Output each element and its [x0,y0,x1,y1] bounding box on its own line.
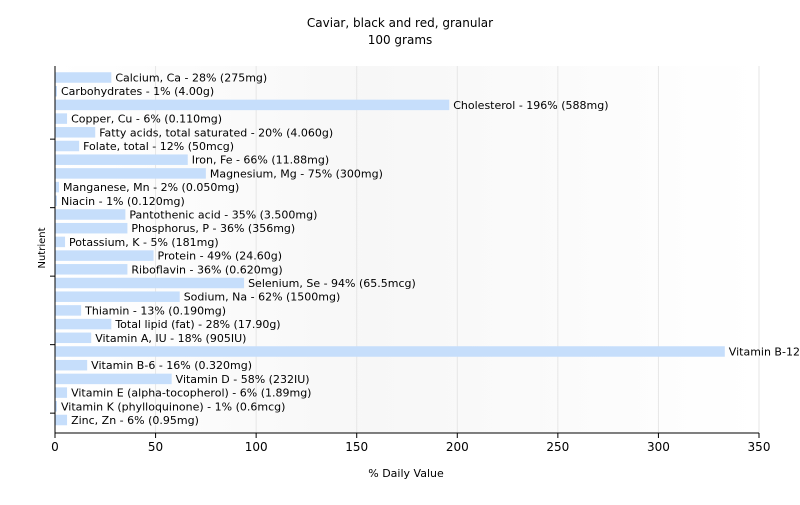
bar-label: Selenium, Se - 94% (65.5mcg) [248,277,416,290]
bar-label: Zinc, Zn - 6% (0.95mg) [71,414,199,427]
bar [55,359,88,371]
bar-label: Carbohydrates - 1% (4.00g) [61,85,214,98]
plot-background [55,66,759,433]
x-tick-label: 100 [245,440,268,454]
bar [55,222,128,234]
bar-label: Vitamin A, IU - 18% (905IU) [95,332,246,345]
bar [55,318,112,330]
bar-label: Calcium, Ca - 28% (275mg) [115,72,267,85]
bar [55,127,96,138]
bar [55,401,58,412]
bar [55,332,92,344]
chart-title: Caviar, black and red, granular [307,16,493,30]
bar [55,72,112,83]
bar [55,387,68,398]
bar-label: Vitamin B-12 - 333% (20.00mcg) [729,346,800,359]
bar-label: Iron, Fe - 66% (11.88mg) [192,154,329,167]
bar [55,154,188,165]
grid-lines [155,66,760,433]
bar-label: Folate, total - 12% (50mcg) [83,140,234,153]
bar [55,305,82,316]
y-axis-title: Nutrient [37,227,48,268]
bar-label: Copper, Cu - 6% (0.110mg) [71,113,222,126]
bar-label: Protein - 49% (24.60g) [158,250,283,263]
bars [55,72,725,426]
bar-label: Pantothenic acid - 35% (3.500mg) [129,209,317,222]
bar [55,195,58,207]
bar [55,140,80,152]
bar [55,181,60,193]
bar-label: Total lipid (fat) - 28% (17.90g) [114,318,280,331]
bar [55,85,58,97]
bar [55,209,126,220]
bar-label: Manganese, Mn - 2% (0.050mg) [63,181,239,194]
x-tick-label: 200 [446,440,469,454]
bar-label: Magnesium, Mg - 75% (300mg) [210,167,383,180]
bar [55,414,68,426]
x-tick-label: 150 [345,440,368,454]
bar-label: Fatty acids, total saturated - 20% (4.06… [99,126,333,139]
bar [55,168,206,179]
axes: 0 50 100 150 200 250 300 350 [50,66,770,454]
bar [55,264,128,275]
bar [55,99,450,111]
bar [55,113,68,124]
x-tick-label: 350 [748,440,771,454]
bar-label: Niacin - 1% (0.120mg) [61,195,185,208]
bar [55,346,725,357]
x-tick-label: 0 [51,440,59,454]
x-axis-title: % Daily Value [368,467,444,480]
bar-label: Sodium, Na - 62% (1500mg) [184,291,341,304]
bar-label: Riboflavin - 36% (0.620mg) [131,263,282,276]
chart-subtitle: 100 grams [368,33,433,47]
bar [55,291,180,302]
x-tick-label: 300 [647,440,670,454]
bar-labels: Calcium, Ca - 28% (275mg)Carbohydrates -… [61,72,800,428]
bar-label: Potassium, K - 5% (181mg) [69,236,219,249]
bar-label: Vitamin D - 58% (232IU) [176,373,310,386]
x-tick-label: 50 [148,440,163,454]
x-tick-label: 250 [546,440,569,454]
bar [55,277,245,289]
bar-label: Phosphorus, P - 36% (356mg) [131,222,295,235]
bar-label: Thiamin - 13% (0.190mg) [84,304,226,317]
bar-label: Vitamin B-6 - 16% (0.320mg) [91,359,252,372]
bar-label: Vitamin K (phylloquinone) - 1% (0.6mcg) [61,400,285,413]
bar-label: Vitamin E (alpha-tocopherol) - 6% (1.89m… [71,387,311,400]
bar-label: Cholesterol - 196% (588mg) [453,99,608,112]
bar [55,373,172,385]
bar [55,250,154,261]
bar [55,236,66,248]
